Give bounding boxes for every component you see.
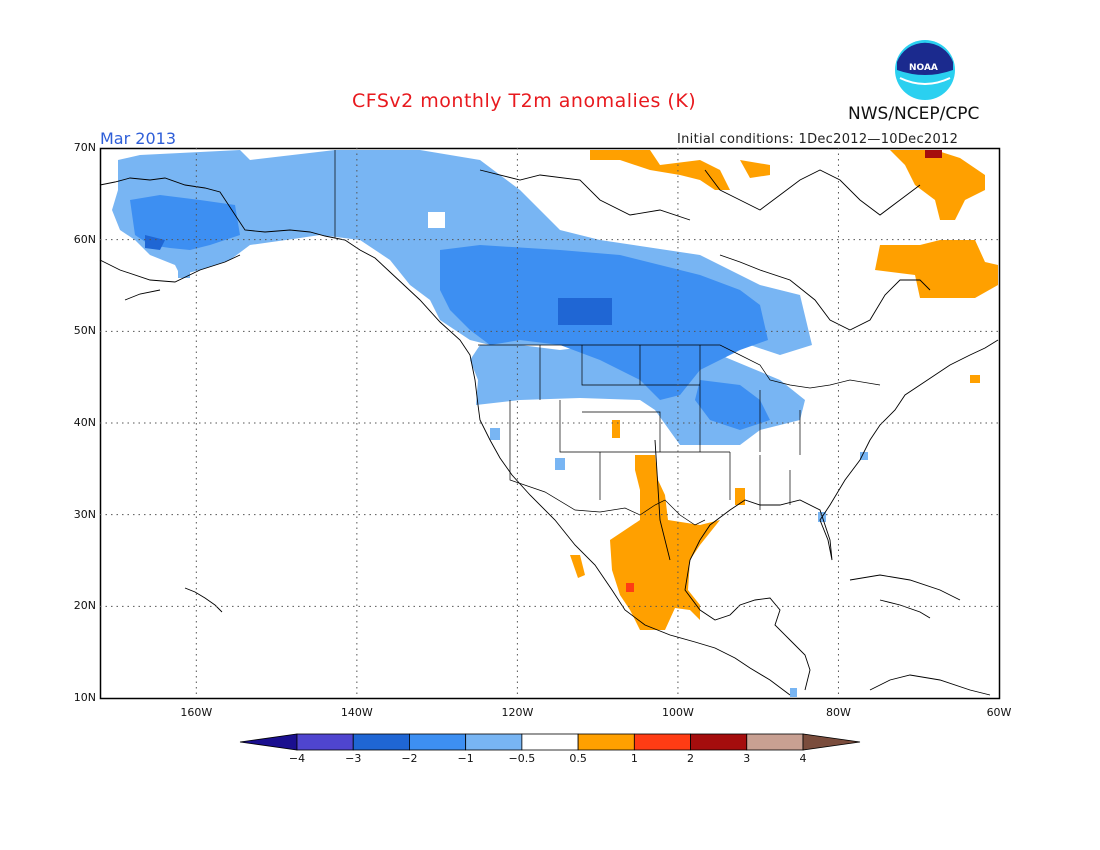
colorbar-bin — [296, 733, 354, 751]
colorbar-tick-label: −0.5 — [508, 752, 536, 765]
colorbar-bin — [521, 733, 579, 751]
colorbar-bin — [465, 733, 523, 751]
anomaly-shading — [112, 150, 998, 697]
colorbar-bin — [802, 733, 861, 751]
lon-tick-label: 120W — [501, 706, 534, 719]
lat-tick-label: 50N — [73, 324, 96, 338]
lat-tick-label: 30N — [73, 507, 96, 521]
noaa-logo — [895, 40, 955, 100]
lon-tick-label: 160W — [180, 706, 213, 719]
colorbar-bin — [409, 733, 467, 751]
forecast-period: Mar 2013 — [100, 129, 176, 148]
lat-tick-label: 70N — [73, 141, 96, 154]
colorbar-tick-label: −4 — [288, 752, 306, 765]
noaa-logo-text: NOAA — [909, 63, 938, 73]
org-label: NWS/NCEP/CPC — [848, 104, 980, 124]
colorbar-bin — [690, 733, 748, 751]
lon-tick-label: 80W — [826, 706, 851, 719]
colorbar-tick-label: −3 — [345, 752, 362, 765]
lon-tick-label: 140W — [340, 706, 373, 719]
colorbar-bin — [352, 733, 410, 751]
colorbar-tick-label: −2 — [401, 752, 418, 765]
colorbar-bin — [633, 733, 691, 751]
lat-tick-label: 40N — [73, 416, 96, 429]
colorbar-tick-label: −1 — [457, 752, 474, 765]
colorbar-tick-label: 3 — [743, 752, 751, 765]
colorbar-tick-label: 4 — [799, 752, 807, 765]
map-title: CFSv2 monthly T2m anomalies (K) — [352, 90, 697, 112]
political-borders — [334, 150, 881, 526]
graticule — [100, 148, 999, 698]
colorbar-bin — [746, 733, 804, 751]
lon-tick-label: 100W — [661, 706, 694, 719]
colorbar — [239, 733, 861, 751]
lat-tick-label: 60N — [73, 232, 96, 246]
colorbar-tick-label: 1 — [630, 752, 638, 765]
lat-tick-label: 20N — [73, 599, 96, 613]
colorbar-bin — [577, 733, 635, 751]
colorbar-tick-label: 0.5 — [569, 752, 587, 765]
lat-tick-label: 10N — [73, 691, 96, 704]
colorbar-tick-label: 2 — [687, 752, 695, 765]
lon-tick-label: 60W — [986, 706, 1012, 719]
colorbar-bin — [239, 733, 298, 751]
initial-conditions: Initial conditions: 1Dec2012—10Dec2012 — [677, 132, 959, 147]
